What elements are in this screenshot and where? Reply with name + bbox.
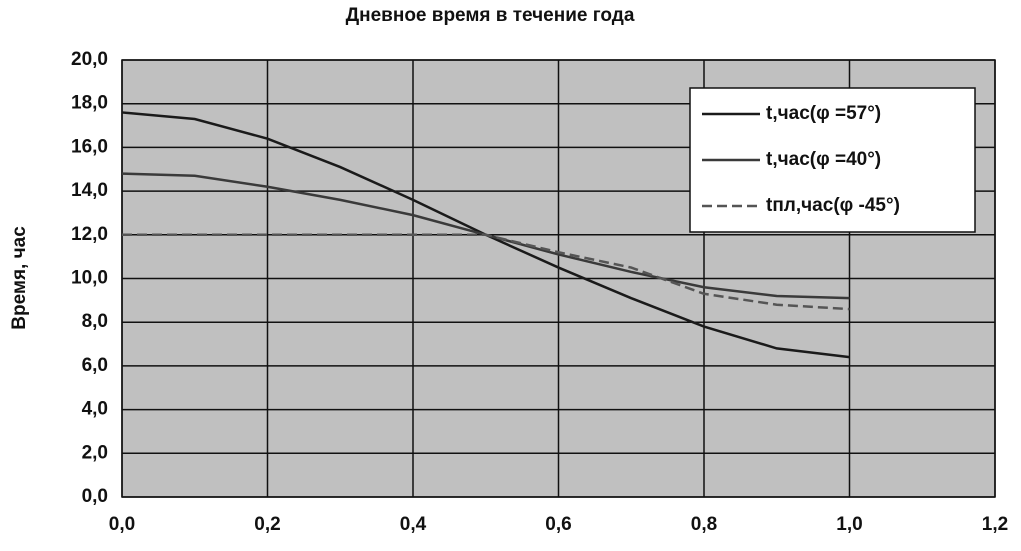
y-tick-label: 10,0	[71, 268, 108, 289]
y-tick-label: 8,0	[82, 311, 108, 332]
x-tick-label: 0,8	[691, 514, 717, 535]
y-tick-label: 20,0	[71, 49, 108, 70]
x-tick-label: 0,0	[109, 514, 135, 535]
chart-title: Дневное время в течение года	[346, 5, 635, 26]
x-tick-label: 1,2	[982, 514, 1008, 535]
y-tick-label: 6,0	[82, 355, 108, 376]
plot-border	[121, 59, 996, 498]
y-tick-label: 2,0	[82, 442, 108, 463]
x-tick-label: 0,6	[545, 514, 571, 535]
legend-label: t,час(φ =40°)	[766, 149, 881, 170]
legend-label: tпл,час(φ -45°)	[766, 195, 900, 216]
y-tick-label: 14,0	[71, 180, 108, 201]
y-tick-label: 16,0	[71, 136, 108, 157]
y-axis-label: Время, час	[9, 226, 30, 330]
x-tick-label: 0,2	[254, 514, 280, 535]
x-tick-label: 1,0	[836, 514, 862, 535]
x-tick-label: 0,4	[400, 514, 427, 535]
y-tick-label: 4,0	[82, 399, 108, 420]
series-line	[122, 233, 850, 311]
y-tick-label: 0,0	[82, 486, 108, 507]
y-tick-label: 12,0	[71, 224, 108, 245]
legend-label: t,час(φ =57°)	[766, 103, 881, 124]
y-tick-label: 18,0	[71, 93, 108, 114]
